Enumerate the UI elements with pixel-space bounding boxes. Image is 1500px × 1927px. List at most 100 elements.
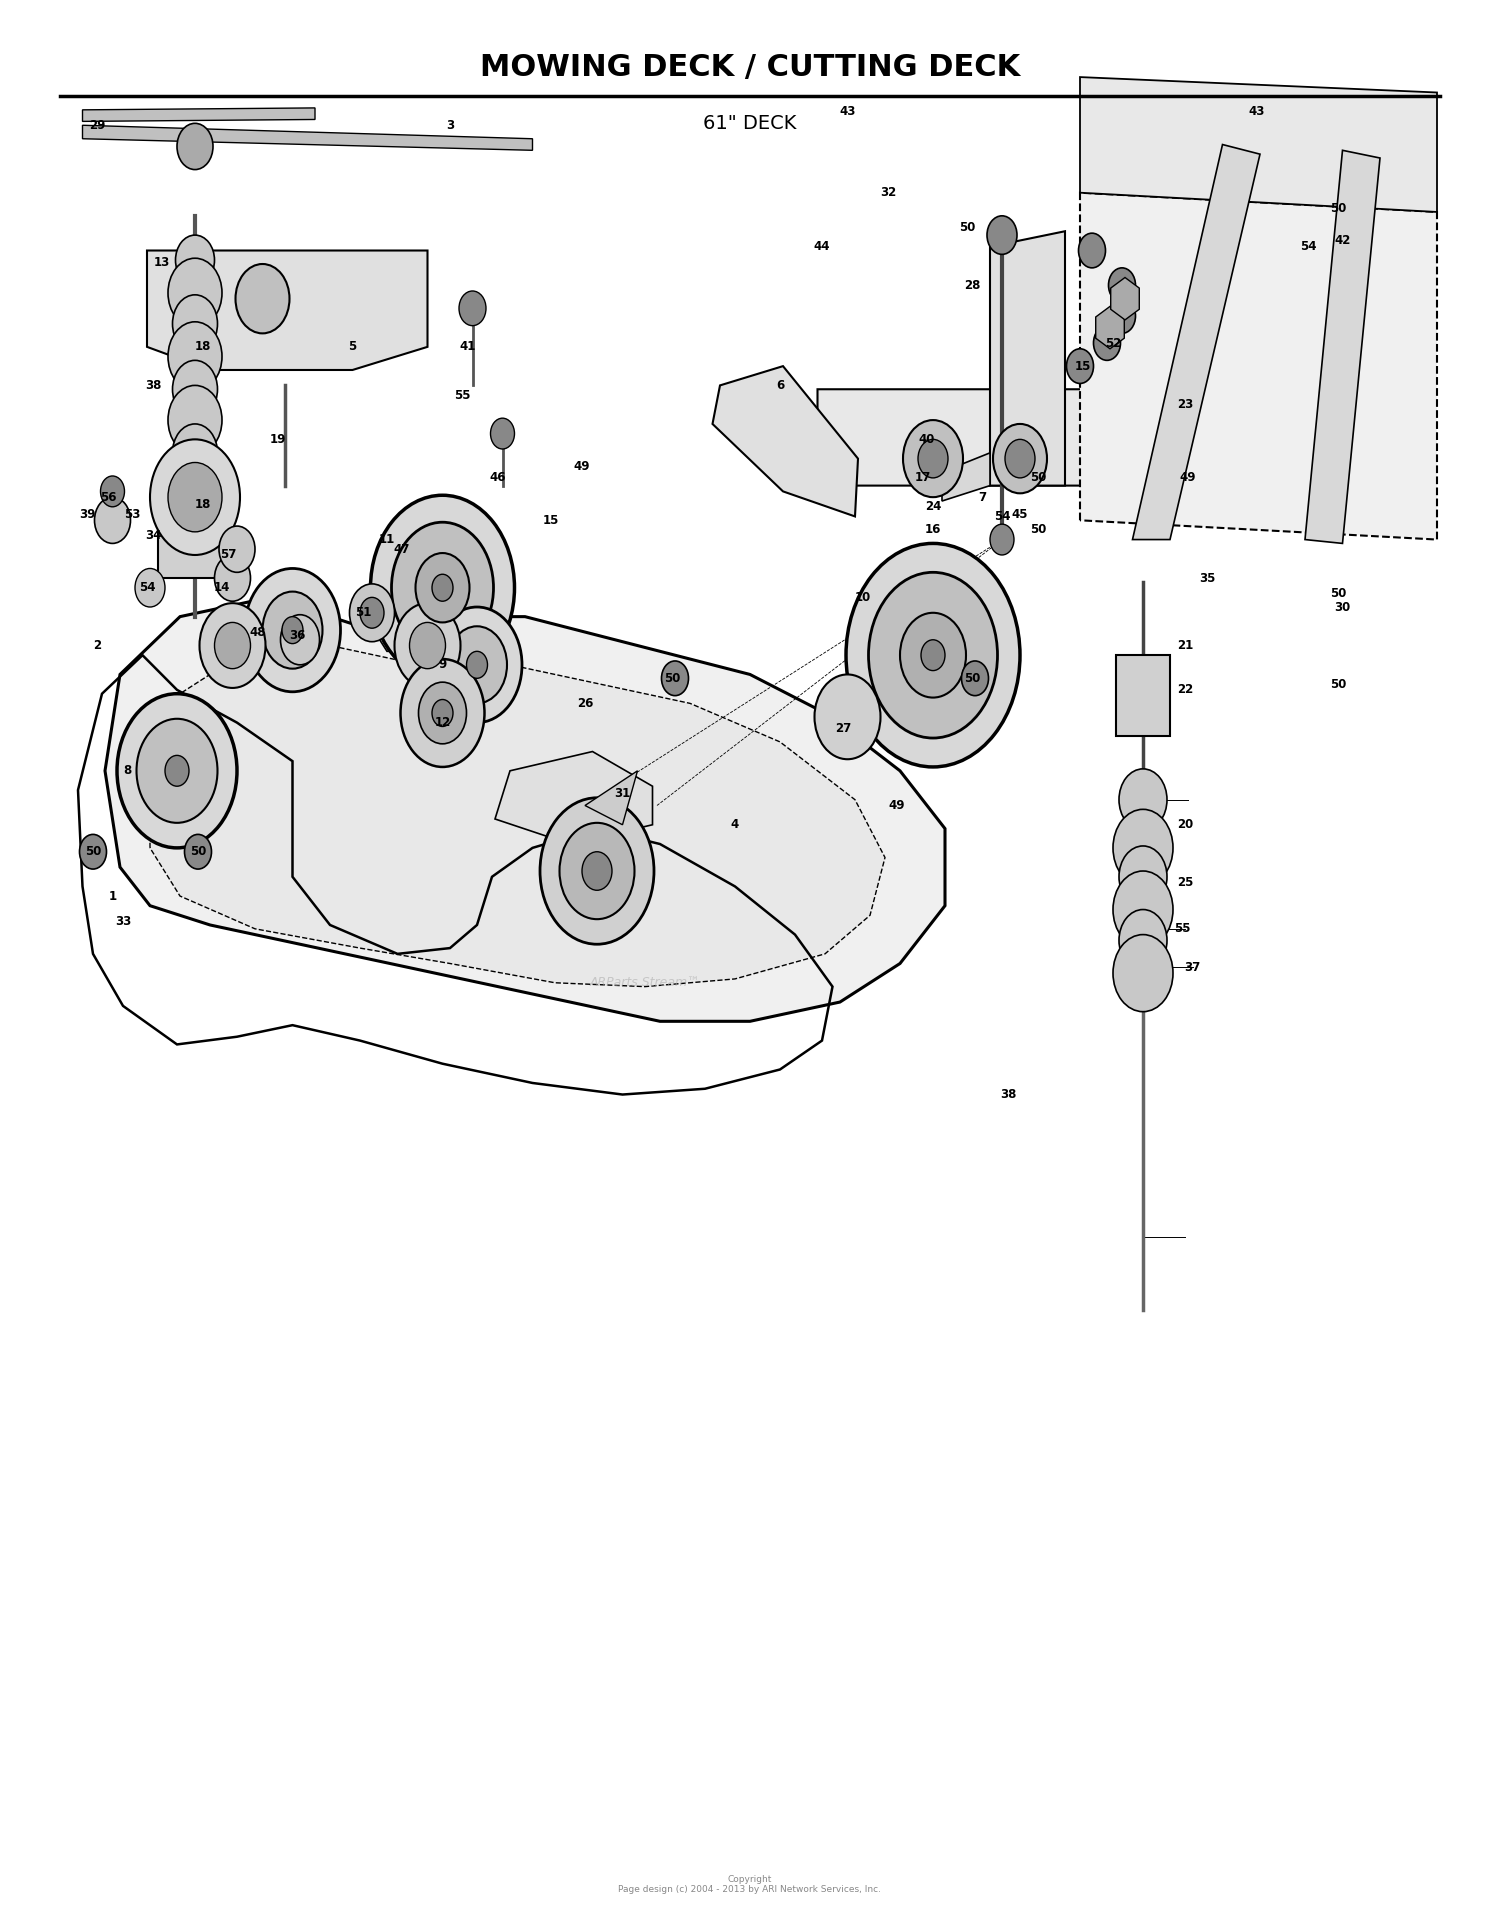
Circle shape <box>662 661 688 696</box>
Text: 37: 37 <box>1185 962 1200 973</box>
Circle shape <box>172 360 217 418</box>
Circle shape <box>815 674 880 759</box>
Circle shape <box>172 424 217 482</box>
Text: 12: 12 <box>435 717 450 728</box>
Text: 50: 50 <box>86 846 100 858</box>
Text: 49: 49 <box>888 800 904 811</box>
Circle shape <box>135 568 165 607</box>
Polygon shape <box>990 231 1065 486</box>
Circle shape <box>1005 439 1035 478</box>
Polygon shape <box>495 752 652 844</box>
Text: 8: 8 <box>123 765 132 777</box>
Text: 24: 24 <box>926 501 940 513</box>
Circle shape <box>466 651 488 678</box>
Text: 21: 21 <box>1178 640 1192 651</box>
Text: 55: 55 <box>1173 923 1191 935</box>
Circle shape <box>447 626 507 703</box>
Circle shape <box>117 694 237 848</box>
Polygon shape <box>818 389 1178 486</box>
Circle shape <box>172 295 217 353</box>
Text: 13: 13 <box>154 256 170 268</box>
Text: 26: 26 <box>578 698 592 709</box>
Text: 6: 6 <box>776 380 784 391</box>
Circle shape <box>416 553 470 622</box>
Text: 50: 50 <box>1030 472 1045 484</box>
Text: 54: 54 <box>994 511 1011 522</box>
Circle shape <box>184 834 211 869</box>
Text: 49: 49 <box>1179 472 1197 484</box>
Text: 40: 40 <box>920 434 934 445</box>
Circle shape <box>410 622 446 669</box>
Text: 28: 28 <box>964 279 980 291</box>
Polygon shape <box>1132 145 1260 540</box>
Polygon shape <box>147 251 427 370</box>
Bar <box>158 491 232 578</box>
Circle shape <box>262 592 322 669</box>
Text: 50: 50 <box>664 673 680 684</box>
Circle shape <box>459 291 486 326</box>
Circle shape <box>868 572 998 738</box>
Circle shape <box>176 461 214 511</box>
Text: 25: 25 <box>1178 877 1192 888</box>
Circle shape <box>1119 846 1167 908</box>
Circle shape <box>214 622 250 669</box>
Circle shape <box>990 524 1014 555</box>
Circle shape <box>962 661 988 696</box>
Text: 50: 50 <box>1330 202 1346 214</box>
Text: 36: 36 <box>290 630 304 642</box>
Circle shape <box>350 584 394 642</box>
Circle shape <box>165 755 189 786</box>
Circle shape <box>1113 935 1173 1012</box>
Polygon shape <box>942 453 990 501</box>
Text: 18: 18 <box>195 341 210 353</box>
Circle shape <box>80 834 106 869</box>
Text: 38: 38 <box>146 380 160 391</box>
Text: 38: 38 <box>1000 1089 1016 1100</box>
Text: 50: 50 <box>1330 588 1346 599</box>
Circle shape <box>168 322 222 391</box>
Text: 1: 1 <box>108 890 117 902</box>
Text: 9: 9 <box>438 659 447 671</box>
Circle shape <box>1119 769 1167 831</box>
Circle shape <box>176 235 214 285</box>
Text: 23: 23 <box>1178 399 1192 410</box>
Text: 17: 17 <box>915 472 930 484</box>
Circle shape <box>432 700 453 726</box>
Circle shape <box>1094 326 1120 360</box>
Circle shape <box>94 497 130 543</box>
Circle shape <box>236 264 290 333</box>
Circle shape <box>419 682 466 744</box>
Circle shape <box>168 462 222 532</box>
Circle shape <box>168 385 222 455</box>
Text: 43: 43 <box>1250 106 1264 118</box>
Circle shape <box>177 123 213 170</box>
Text: 54: 54 <box>1299 241 1317 252</box>
Text: 2: 2 <box>93 640 102 651</box>
Text: 14: 14 <box>214 582 230 594</box>
Circle shape <box>1125 944 1161 990</box>
Text: 32: 32 <box>880 187 896 198</box>
Text: 50: 50 <box>1030 524 1045 536</box>
Text: Copyright
Page design (c) 2004 - 2013 by ARI Network Services, Inc.: Copyright Page design (c) 2004 - 2013 by… <box>618 1875 882 1894</box>
Circle shape <box>1078 233 1106 268</box>
Circle shape <box>360 597 384 628</box>
Text: 4: 4 <box>730 819 740 831</box>
Text: 31: 31 <box>615 788 630 800</box>
Text: 27: 27 <box>836 723 850 734</box>
Polygon shape <box>82 125 532 150</box>
Text: 44: 44 <box>815 241 831 252</box>
Text: 20: 20 <box>1178 819 1192 831</box>
Circle shape <box>987 216 1017 254</box>
Text: 57: 57 <box>220 549 236 561</box>
Circle shape <box>432 574 453 601</box>
Polygon shape <box>1080 193 1437 540</box>
Circle shape <box>282 617 303 644</box>
Polygon shape <box>105 597 945 1021</box>
Circle shape <box>394 603 460 688</box>
Text: 49: 49 <box>573 461 590 472</box>
Text: 45: 45 <box>1013 509 1029 520</box>
Circle shape <box>1119 910 1167 971</box>
Text: 51: 51 <box>356 607 370 619</box>
Text: 42: 42 <box>1335 235 1350 247</box>
Text: 15: 15 <box>543 515 558 526</box>
